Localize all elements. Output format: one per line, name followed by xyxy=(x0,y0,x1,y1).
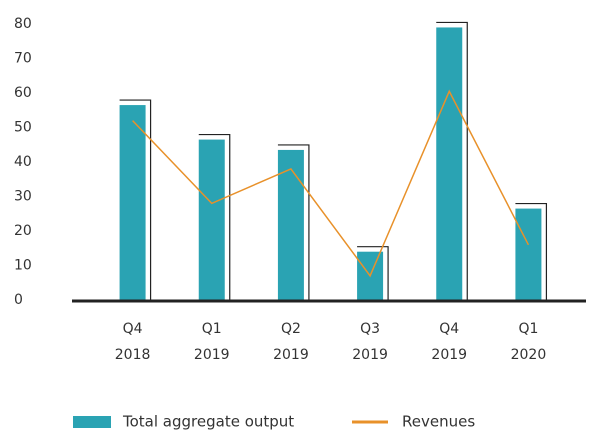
bar-outline xyxy=(277,144,310,300)
x-tick-label: 2019 xyxy=(352,347,388,363)
y-tick-label: 20 xyxy=(14,223,32,239)
x-tick-label: Q3 xyxy=(360,321,380,337)
x-tick-label: 2019 xyxy=(431,347,467,363)
y-tick-label: 70 xyxy=(14,51,32,67)
bar-outline xyxy=(357,246,389,300)
x-tick-label: 2019 xyxy=(273,347,309,363)
x-tick-label: Q4 xyxy=(123,321,143,337)
y-tick-label: 60 xyxy=(14,85,32,101)
y-tick-label: 40 xyxy=(14,154,32,170)
bar xyxy=(277,149,304,300)
x-tick-label: Q1 xyxy=(518,321,538,337)
x-tick-label: 2018 xyxy=(115,347,151,363)
bar xyxy=(515,208,542,300)
y-tick-label: 30 xyxy=(14,189,32,205)
bar-outline xyxy=(436,21,468,300)
x-tick-label: Q4 xyxy=(439,321,459,337)
bar xyxy=(198,139,225,300)
y-tick-label: 80 xyxy=(14,16,32,32)
legend-label: Revenues xyxy=(402,413,475,430)
x-tick-label: 2020 xyxy=(511,347,547,363)
bar xyxy=(119,105,146,300)
legend-label: Total aggregate output xyxy=(122,413,294,430)
y-tick-label: 0 xyxy=(14,292,23,308)
x-tick-label: 2019 xyxy=(194,347,230,363)
bar xyxy=(436,27,463,300)
line xyxy=(132,89,530,278)
bar-outline xyxy=(198,133,231,300)
x-tick-label: Q1 xyxy=(202,321,222,337)
bar-outline xyxy=(515,202,548,300)
legend-swatch xyxy=(73,416,111,428)
y-tick-label: 50 xyxy=(14,120,32,136)
bar-outline xyxy=(119,99,152,300)
x-tick-label: Q2 xyxy=(281,321,301,337)
y-tick-label: 10 xyxy=(14,258,32,274)
